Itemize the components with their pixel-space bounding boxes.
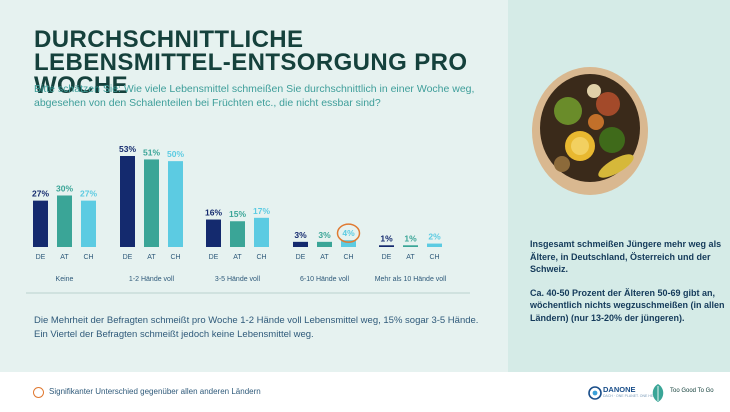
data-label: 27% (80, 189, 97, 199)
data-label: 50% (167, 149, 184, 159)
country-tick-label: CH (343, 254, 353, 261)
data-label: 17% (253, 206, 270, 216)
insight-text: Insgesamt schmeißen Jüngere mehr weg als… (530, 238, 726, 335)
data-label: 1% (404, 233, 417, 243)
bar-at (230, 221, 245, 247)
significance-highlight-circle (336, 223, 361, 243)
bar-de (379, 245, 394, 247)
country-tick-label: DE (209, 254, 219, 261)
survey-question: Bitte schätzen Sie: Wie viele Lebensmitt… (34, 83, 475, 109)
chart-svg: 27% DE 30% AT 27% CH Keine 53% DE 51% AT 50% CH 1-2 H… (26, 144, 470, 294)
category-label: 3-5 Hände voll (215, 276, 261, 283)
tgtg-leaf-icon (652, 384, 664, 402)
bar-de (33, 200, 48, 247)
data-label: 53% (119, 144, 136, 154)
data-label: 3% (294, 230, 307, 240)
data-label: 27% (32, 189, 49, 199)
bar-ch (81, 200, 96, 247)
country-tick-label: DE (36, 254, 46, 261)
country-tick-label: CH (83, 254, 93, 261)
category-label: Mehr als 10 Hände voll (375, 276, 447, 283)
country-tick-label: AT (60, 254, 69, 261)
food-waste-image (532, 67, 648, 195)
data-label: 3% (318, 230, 331, 240)
danone-logo-text: DANONE (603, 385, 636, 394)
bar-de (293, 241, 308, 247)
danone-logo: DANONE DACH · ONE PLANET. ONE HEALTH (588, 382, 662, 404)
country-tick-label: AT (320, 254, 329, 261)
country-tick-label: CH (256, 254, 266, 261)
data-label: 16% (205, 208, 222, 218)
tgtg-logo: Too Good To Go (650, 382, 730, 404)
bar-ch (168, 161, 183, 247)
danone-star-icon (588, 386, 602, 400)
bar-at (144, 159, 159, 247)
country-tick-label: DE (123, 254, 133, 261)
category-label: 1-2 Hände voll (129, 276, 175, 283)
bar-ch (427, 243, 442, 247)
data-label: 51% (143, 147, 160, 157)
country-tick-label: DE (296, 254, 306, 261)
country-tick-label: AT (406, 254, 415, 261)
bar-ch (254, 217, 269, 247)
data-label: 15% (229, 209, 246, 219)
bar-de (206, 219, 221, 247)
bar-chart: 27% DE 30% AT 27% CH Keine 53% DE 51% AT 50% CH 1-2 H… (20, 140, 480, 300)
data-label: 30% (56, 183, 73, 193)
data-label: 1% (380, 233, 393, 243)
tgtg-logo-text: Too Good To Go (670, 388, 714, 394)
summary-text: Die Mehrheit der Befragten schmeißt pro … (34, 315, 479, 340)
country-tick-label: AT (233, 254, 242, 261)
legend-label: Signifikanter Unterschied gegenüber alle… (49, 387, 261, 396)
insight-paragraph-1: Insgesamt schmeißen Jüngere mehr weg als… (530, 239, 722, 274)
insight-panel: Insgesamt schmeißen Jüngere mehr weg als… (508, 0, 730, 372)
data-label: 4% (342, 228, 355, 238)
significance-circle-icon (33, 387, 44, 398)
page-title: DURCHSCHNITTLICHE LEBENSMITTEL-ENTSORGUN… (34, 26, 468, 99)
data-label: 2% (428, 232, 441, 242)
footer: Signifikanter Unterschied gegenüber alle… (0, 372, 730, 412)
country-tick-label: DE (382, 254, 392, 261)
country-tick-label: CH (429, 254, 439, 261)
bar-at (317, 241, 332, 247)
danone-logo-subtext: DACH · ONE PLANET. ONE HEALTH (603, 394, 662, 398)
bar-at (57, 195, 72, 247)
country-tick-label: CH (170, 254, 180, 261)
bar-de (120, 156, 135, 247)
category-label: Keine (56, 276, 74, 283)
bar-at (403, 245, 418, 247)
category-label: 6-10 Hände voll (300, 276, 349, 283)
country-tick-label: AT (147, 254, 156, 261)
bar-ch (341, 240, 356, 247)
insight-paragraph-2: Ca. 40-50 Prozent der Älteren 50-69 gibt… (530, 287, 725, 323)
